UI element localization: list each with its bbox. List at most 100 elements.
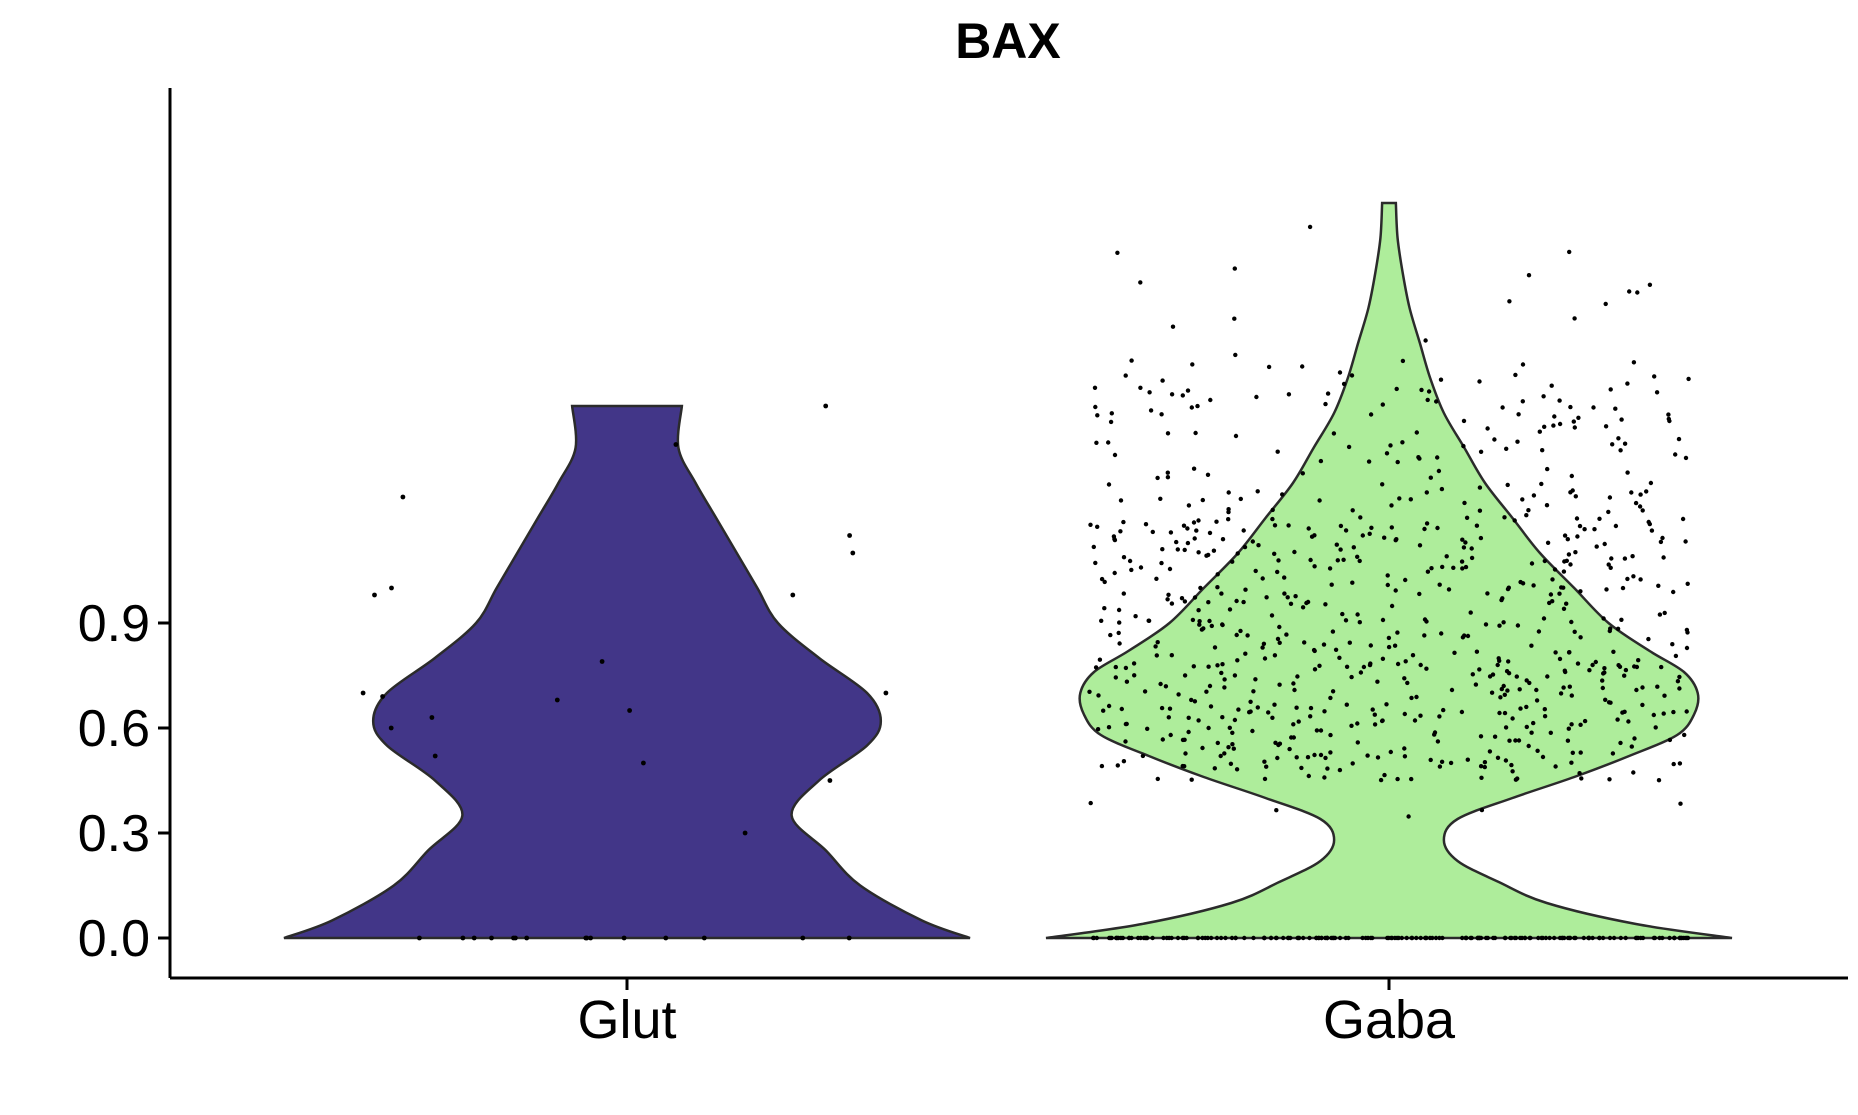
data-point [1514,674,1520,679]
data-point [1372,722,1378,727]
data-point [1552,935,1557,941]
data-point [1196,608,1201,613]
data-point [1534,698,1540,703]
data-point [1440,935,1445,941]
data-point [1218,935,1224,941]
data-point [1539,935,1544,941]
data-point [1184,935,1189,941]
data-point [1159,560,1164,566]
data-point [1235,658,1240,663]
data-point [1154,653,1160,658]
data-point [1657,612,1663,617]
data-point [1482,760,1488,765]
data-point [1684,709,1689,714]
data-point [1578,635,1583,640]
data-point [1653,725,1658,730]
data-point [1651,935,1657,941]
data-point [1677,686,1682,691]
data-point [1294,705,1299,710]
data-point [1505,688,1510,693]
data-point [1324,935,1330,941]
data-point [1272,551,1277,556]
data-point [1340,611,1345,617]
data-point [1539,481,1544,487]
data-point [1328,750,1333,755]
data-point [1282,575,1287,580]
data-point [1182,673,1188,678]
data-point [1165,475,1171,480]
data-point [1634,935,1639,941]
data-point [1540,448,1545,453]
data-point [1174,539,1179,545]
data-point [1222,685,1227,690]
data-point [1312,752,1317,758]
data-point [1095,413,1100,418]
data-point [1666,412,1671,417]
x-ticks: Glut Gaba [577,978,1456,1050]
data-point [1607,777,1612,782]
data-point [1195,403,1200,409]
data-point [1197,619,1202,624]
data-point [1273,740,1278,745]
data-point [1234,598,1239,604]
data-point [1378,777,1384,783]
data-point [1638,492,1643,497]
data-point [1485,935,1491,941]
data-point [1274,808,1279,813]
data-point [1561,569,1567,574]
data-point [1389,503,1394,508]
data-point [1186,503,1192,508]
data-point [1308,705,1314,711]
data-point [1338,523,1344,529]
data-point [1368,643,1374,648]
data-point [1121,519,1126,525]
chart-title: BAX [955,13,1061,69]
data-point [1518,579,1523,585]
data-point [1557,421,1563,427]
data-point [1367,531,1372,536]
data-point [1625,576,1630,582]
data-point [1520,399,1526,404]
data-point [1117,641,1122,646]
data-point [663,935,669,941]
data-point [1667,935,1672,941]
data-point [1648,480,1654,486]
data-point [1568,404,1573,410]
data-point [1262,759,1267,764]
data-point [1432,732,1437,737]
data-point [1418,713,1423,718]
data-point [1232,717,1238,723]
data-point [1636,658,1641,663]
data-point [1437,714,1442,719]
data-point [1609,556,1614,561]
data-point [1165,597,1170,602]
data-point [1520,362,1526,367]
data-point [800,935,806,941]
data-point [1419,387,1424,393]
data-point [1675,679,1681,684]
data-point [1478,535,1484,541]
data-point [1402,754,1408,759]
data-point [1564,601,1569,606]
data-point [1305,755,1311,760]
data-point [1683,935,1689,941]
data-point [1199,627,1205,632]
data-point [1102,606,1107,611]
data-point [1409,695,1414,701]
data-point [1626,719,1631,724]
data-point [1400,440,1405,445]
data-point [1343,528,1349,533]
data-point [1604,587,1609,592]
data-point [1608,626,1613,631]
data-point [1143,522,1149,527]
data-point [1088,800,1093,806]
data-point [1519,935,1525,941]
data-point [1198,585,1203,591]
data-point [1631,770,1636,775]
data-point [1638,935,1643,941]
data-point [1293,594,1298,599]
data-point [1204,689,1209,694]
data-point [1602,541,1607,547]
data-point [1575,534,1580,539]
data-point [1574,516,1580,521]
